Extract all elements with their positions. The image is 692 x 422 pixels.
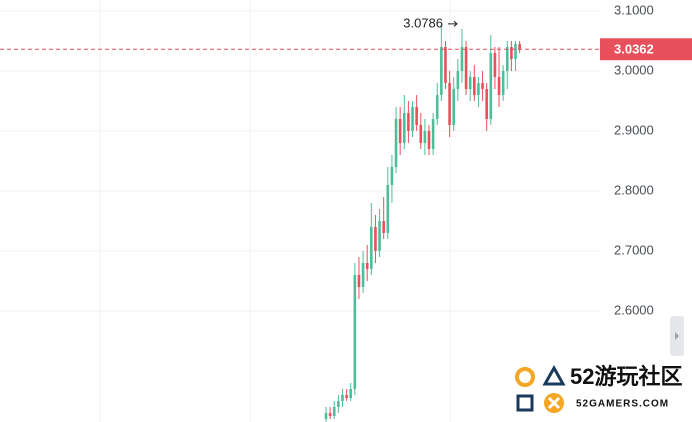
y-tick-label: 3.0000 [614,62,654,77]
candle-body [456,70,460,89]
y-tick-label: 2.8000 [614,182,654,197]
candle-body [497,76,501,95]
candle-body [337,400,340,407]
candle-body [328,412,332,416]
scroll-arrow [675,332,679,340]
candle-body [481,82,484,89]
candle-body [407,112,410,131]
candle-body [370,226,373,269]
last-price-label: 3.0362 [614,42,654,57]
y-tick-label: 2.7000 [614,242,654,257]
candle-body [444,46,447,83]
candle-body [374,226,377,251]
candle-body [510,46,513,59]
candle-body [448,82,451,125]
candle-body [398,118,402,143]
candle-body [349,388,353,398]
watermark-title: 52游玩社区 [570,364,682,389]
candle-body [415,106,418,125]
candle-body [505,46,509,71]
candle-body [332,406,336,416]
wm-circle [515,367,535,387]
candle-body [365,262,369,269]
candle-body [452,88,456,125]
candle-body [390,166,394,185]
candle-body [501,70,505,95]
candle-body [473,76,476,95]
y-tick-label: 2.9000 [614,122,654,137]
candle-body [427,130,431,149]
candle-body [341,394,344,401]
watermark: 52游玩社区 52GAMERS.COM [515,364,682,413]
wm-square [516,394,534,412]
y-tick-label: 2.6000 [614,302,654,317]
candle-body [440,46,443,95]
candle-body [324,412,328,419]
wm-x [547,396,561,410]
candle-body [493,52,497,77]
candle-body [485,88,488,119]
candle-body [353,274,357,389]
candle-body [489,52,493,119]
candle-body [419,124,423,143]
max-label: 3.0786 [403,15,443,30]
candle-body [411,106,414,131]
candle-body [468,76,472,89]
last-price-box [600,38,692,61]
candle-body [514,43,517,59]
watermark-subtitle: 52GAMERS.COM [576,399,669,410]
candle-body [431,118,435,149]
candle-body [402,112,406,143]
max-arrow [448,20,458,27]
candle-body [460,46,464,71]
candle-body [394,118,398,167]
candle-body [357,274,361,287]
candle-body [378,220,381,251]
candle-body [361,262,365,287]
candle-body [382,220,385,233]
y-tick-label: 3.1000 [614,2,654,17]
candle-body [464,46,468,89]
vertical-grid [99,0,451,422]
candle-body [518,43,521,50]
candle-body [386,184,390,233]
candle-body [477,82,480,95]
candle-body [435,94,439,119]
candle-body [423,130,427,143]
wm-triangle [542,364,566,386]
candle-body [345,394,348,398]
